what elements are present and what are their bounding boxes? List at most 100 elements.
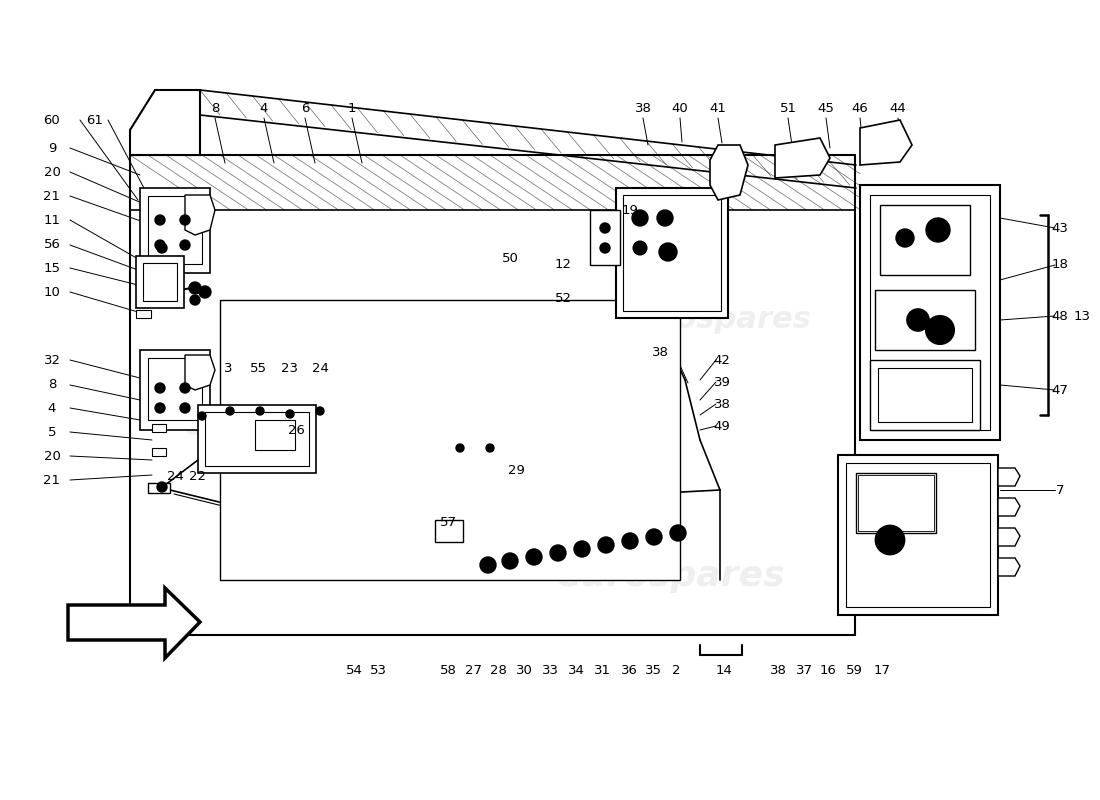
Circle shape bbox=[157, 482, 167, 492]
Text: 51: 51 bbox=[780, 102, 796, 114]
Text: 30: 30 bbox=[516, 663, 532, 677]
Text: 37: 37 bbox=[795, 663, 813, 677]
Text: 57: 57 bbox=[440, 515, 456, 529]
Circle shape bbox=[526, 549, 542, 565]
Circle shape bbox=[199, 286, 211, 298]
Circle shape bbox=[198, 412, 206, 420]
Bar bbox=[870, 195, 990, 430]
Text: 60: 60 bbox=[44, 114, 60, 126]
Bar bbox=[858, 475, 934, 531]
Text: 56: 56 bbox=[44, 238, 60, 251]
Text: 12: 12 bbox=[554, 258, 572, 271]
Text: 22: 22 bbox=[188, 470, 206, 482]
Circle shape bbox=[155, 403, 165, 413]
Text: 32: 32 bbox=[44, 354, 60, 366]
Text: 8: 8 bbox=[47, 378, 56, 391]
Text: 54: 54 bbox=[345, 663, 362, 677]
Text: 47: 47 bbox=[1052, 383, 1068, 397]
Bar bbox=[140, 188, 210, 273]
Circle shape bbox=[316, 407, 324, 415]
Bar bbox=[152, 448, 166, 456]
Bar bbox=[140, 350, 210, 430]
Bar bbox=[860, 185, 1000, 440]
Text: 35: 35 bbox=[645, 663, 661, 677]
Text: 14: 14 bbox=[716, 663, 733, 677]
Text: 48: 48 bbox=[1052, 310, 1068, 322]
Text: 27: 27 bbox=[465, 663, 483, 677]
Text: 28: 28 bbox=[490, 663, 506, 677]
Polygon shape bbox=[998, 498, 1020, 516]
Text: 21: 21 bbox=[44, 190, 60, 202]
Bar bbox=[616, 188, 728, 318]
Polygon shape bbox=[130, 90, 200, 155]
Text: 40: 40 bbox=[672, 102, 689, 114]
Polygon shape bbox=[710, 145, 748, 200]
Text: 34: 34 bbox=[568, 663, 584, 677]
Bar bbox=[205, 412, 309, 466]
Text: 21: 21 bbox=[44, 474, 60, 486]
Text: 58: 58 bbox=[440, 663, 456, 677]
Bar bbox=[136, 256, 184, 308]
Text: 20: 20 bbox=[44, 166, 60, 178]
Text: 52: 52 bbox=[554, 291, 572, 305]
Text: 42: 42 bbox=[714, 354, 730, 366]
Text: 41: 41 bbox=[710, 102, 726, 114]
Bar bbox=[623, 195, 720, 311]
Text: 9: 9 bbox=[47, 142, 56, 154]
Bar bbox=[434, 520, 463, 542]
Bar bbox=[846, 463, 990, 607]
Circle shape bbox=[600, 243, 610, 253]
Text: 18: 18 bbox=[1052, 258, 1068, 271]
Text: 61: 61 bbox=[87, 114, 103, 126]
Text: 39: 39 bbox=[714, 375, 730, 389]
Text: 25: 25 bbox=[187, 362, 205, 374]
Bar bbox=[148, 358, 202, 420]
Polygon shape bbox=[860, 120, 912, 165]
Circle shape bbox=[189, 282, 201, 294]
Circle shape bbox=[632, 210, 648, 226]
Circle shape bbox=[926, 218, 950, 242]
Text: 10: 10 bbox=[44, 286, 60, 298]
Text: 5: 5 bbox=[47, 426, 56, 438]
Text: 4: 4 bbox=[47, 402, 56, 414]
Text: 19: 19 bbox=[621, 203, 638, 217]
Text: 24: 24 bbox=[311, 362, 329, 374]
Circle shape bbox=[157, 243, 167, 253]
Bar bbox=[838, 455, 998, 615]
Circle shape bbox=[621, 533, 638, 549]
Text: 4: 4 bbox=[260, 102, 268, 114]
Bar bbox=[878, 368, 972, 422]
Circle shape bbox=[908, 309, 930, 331]
Circle shape bbox=[632, 241, 647, 255]
Circle shape bbox=[600, 223, 610, 233]
Bar bbox=[198, 405, 316, 473]
Bar bbox=[152, 424, 166, 432]
Circle shape bbox=[155, 215, 165, 225]
Circle shape bbox=[598, 537, 614, 553]
Circle shape bbox=[657, 210, 673, 226]
Bar bbox=[143, 263, 177, 301]
Text: 23: 23 bbox=[280, 362, 297, 374]
Circle shape bbox=[456, 444, 464, 452]
Text: 50: 50 bbox=[502, 251, 518, 265]
Polygon shape bbox=[185, 355, 214, 390]
Text: 46: 46 bbox=[851, 102, 868, 114]
Text: 43: 43 bbox=[1052, 222, 1068, 234]
Polygon shape bbox=[776, 138, 830, 178]
Circle shape bbox=[180, 240, 190, 250]
Circle shape bbox=[670, 525, 686, 541]
Text: 45: 45 bbox=[817, 102, 835, 114]
Circle shape bbox=[180, 403, 190, 413]
Bar bbox=[874, 290, 975, 350]
Text: 1: 1 bbox=[348, 102, 356, 114]
Text: 38: 38 bbox=[635, 102, 651, 114]
Polygon shape bbox=[998, 558, 1020, 576]
Text: 33: 33 bbox=[541, 663, 559, 677]
Circle shape bbox=[646, 529, 662, 545]
Bar bbox=[856, 473, 936, 533]
Text: 44: 44 bbox=[890, 102, 906, 114]
Circle shape bbox=[876, 526, 904, 554]
Circle shape bbox=[226, 407, 234, 415]
Text: 11: 11 bbox=[44, 214, 60, 226]
Text: 38: 38 bbox=[651, 346, 669, 358]
